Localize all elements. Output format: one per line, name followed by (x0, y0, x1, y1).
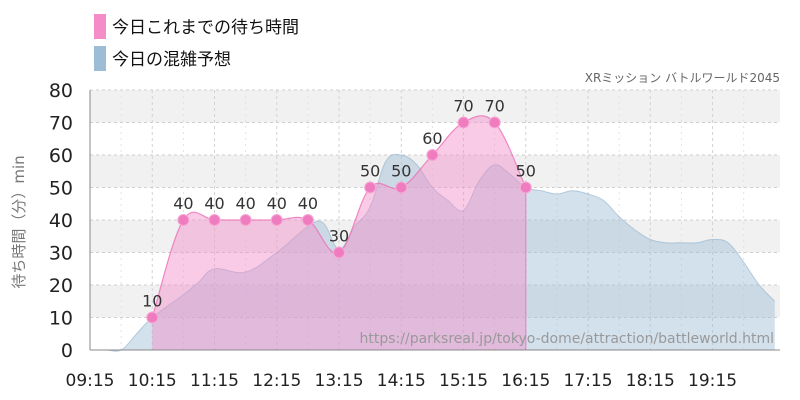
data-label: 40 (173, 194, 193, 213)
legend-swatch-actual (94, 14, 106, 39)
actual-point (270, 214, 283, 226)
legend-label-actual: 今日これまでの待ち時間 (112, 18, 299, 38)
actual-series (146, 115, 532, 351)
x-tick-label: 17:15 (564, 371, 613, 391)
x-tick-label: 09:15 (66, 371, 115, 391)
legend-swatch-forecast (94, 46, 106, 71)
actual-point (395, 181, 408, 194)
grid-band (90, 122, 780, 155)
axes (89, 90, 780, 351)
actual-point (333, 246, 346, 259)
x-ticks: 09:15 10:15 11:15 12:15 13:15 14:15 15:15 16:15… (66, 371, 738, 391)
actual-point (519, 181, 532, 194)
y-tick-label: 20 (49, 275, 73, 297)
x-tick-label: 18:15 (626, 371, 675, 391)
grid-band (90, 155, 780, 188)
data-label: 70 (453, 97, 473, 116)
actual-point (488, 116, 501, 129)
actual-area (152, 115, 526, 351)
grid-band (90, 285, 780, 318)
forecast-line (90, 153, 776, 352)
data-label: 70 (484, 97, 504, 116)
actual-point (364, 181, 377, 194)
data-label: 10 (142, 292, 162, 311)
y-tick-label: 10 (49, 308, 73, 330)
grid-band (90, 220, 780, 253)
x-tick-label: 11:15 (190, 371, 239, 391)
y-tick-label: 0 (61, 340, 73, 362)
y-axis-label: 待ち時間（分）min (10, 155, 28, 288)
actual-point (208, 214, 221, 226)
data-label: 50 (516, 162, 536, 181)
forecast-area (90, 154, 775, 352)
data-label: 40 (298, 194, 318, 213)
y-tick-label: 70 (49, 113, 73, 135)
x-tick-label: 13:15 (315, 371, 364, 391)
x-tick-label: 19:15 (688, 371, 737, 391)
chart-subtitle: XRミッション バトルワールド2045 (585, 71, 780, 85)
y-tick-label: 80 (49, 80, 73, 102)
grid-band (90, 187, 780, 220)
x-tick-label: 16:15 (501, 371, 550, 391)
data-label: 50 (391, 162, 411, 181)
y-tick-label: 40 (49, 210, 73, 232)
grid-band (90, 90, 780, 123)
watermark-url: https://parksreal.jp/tokyo-dome/attracti… (360, 331, 774, 347)
grid-band (90, 252, 780, 285)
data-label: 40 (204, 194, 224, 213)
y-tick-label: 60 (49, 145, 73, 167)
data-label: 40 (267, 194, 287, 213)
actual-point (457, 116, 470, 129)
data-labels: 10 40 40 40 40 40 30 50 50 60 70 70 50 (142, 97, 536, 311)
actual-point (239, 214, 252, 226)
grid-bands (90, 90, 780, 350)
x-tick-label: 12:15 (252, 371, 301, 391)
y-tick-label: 50 (49, 178, 73, 200)
actual-point (146, 311, 159, 324)
legend-label-forecast: 今日の混雑予想 (112, 50, 231, 70)
y-ticks: 0 10 20 30 40 50 60 70 80 (49, 80, 73, 362)
x-tick-label: 15:15 (439, 371, 488, 391)
data-label: 30 (329, 227, 349, 246)
grid-band (90, 317, 780, 350)
actual-point (426, 149, 439, 161)
y-tick-label: 30 (49, 243, 73, 265)
x-tick-label: 14:15 (377, 371, 426, 391)
x-tick-label: 10:15 (128, 371, 177, 391)
actual-point (177, 214, 190, 226)
actual-point (301, 214, 314, 226)
data-label: 60 (422, 129, 442, 148)
forecast-series (90, 153, 776, 352)
data-label: 50 (360, 162, 380, 181)
data-label: 40 (235, 194, 255, 213)
